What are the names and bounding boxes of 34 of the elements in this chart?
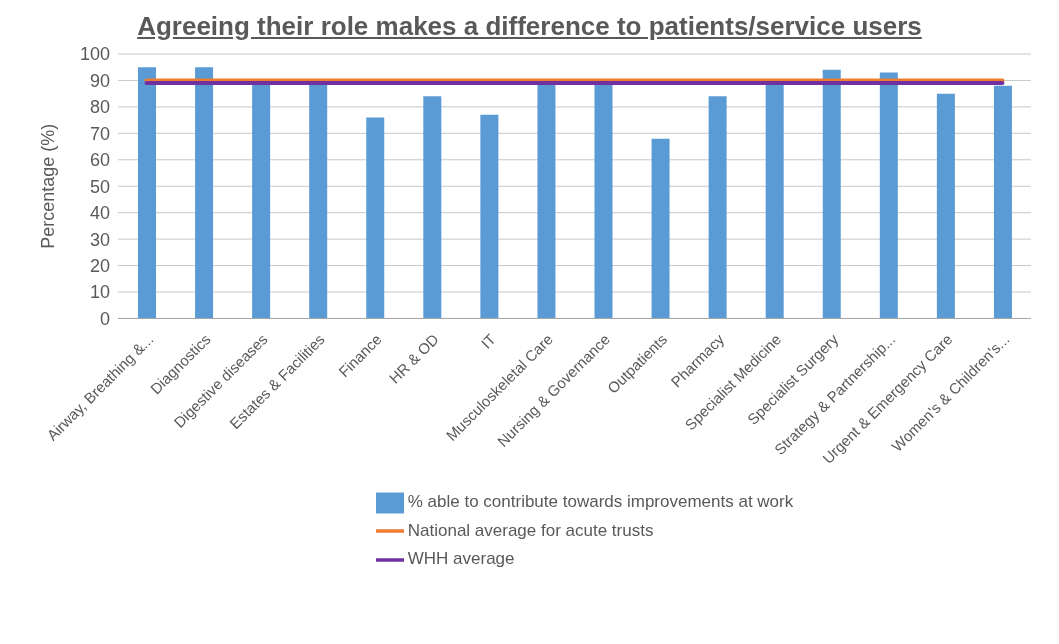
y-tick-label: 0	[99, 308, 110, 329]
y-tick-label: 100	[79, 44, 110, 65]
bar	[423, 96, 442, 319]
bar	[651, 138, 670, 319]
bar	[195, 67, 214, 319]
bar	[822, 69, 841, 319]
legend-label: National average for acute trusts	[407, 520, 654, 540]
bar	[879, 72, 898, 319]
x-tick-label: IT	[477, 330, 499, 352]
y-tick-label: 40	[89, 203, 110, 224]
x-tick-label: HR & OD	[385, 330, 442, 387]
bar	[993, 85, 1012, 319]
y-tick-label: 90	[89, 70, 110, 91]
y-tick-label: 70	[89, 123, 110, 144]
y-tick-label: 30	[89, 229, 110, 250]
bar	[252, 83, 271, 319]
bar	[309, 83, 328, 319]
y-tick-label: 20	[89, 255, 110, 276]
bar	[480, 114, 499, 319]
bar	[366, 117, 385, 319]
chart-title: Agreeing their role makes a difference to patients/service users	[136, 10, 923, 43]
y-tick-label: 10	[89, 282, 110, 303]
bar	[708, 96, 727, 319]
bar	[537, 83, 556, 319]
bar	[594, 83, 613, 319]
y-tick-label: 80	[89, 97, 110, 118]
legend-label: WHH average	[407, 549, 515, 569]
y-axis-title: Percentage (%)	[38, 123, 59, 249]
bar	[138, 67, 156, 319]
bar	[765, 83, 784, 319]
y-tick-label: 50	[89, 176, 110, 197]
legend-label: % able to contribute towards improvements at work	[407, 492, 794, 512]
bar	[936, 93, 955, 319]
y-tick-label: 60	[89, 150, 110, 171]
